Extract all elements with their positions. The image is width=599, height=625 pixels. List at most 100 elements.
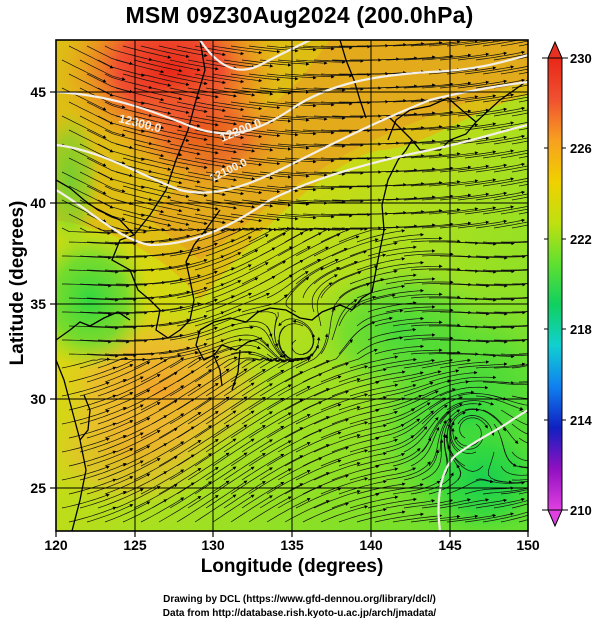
streamline — [104, 361, 151, 383]
streamline — [482, 65, 528, 75]
streamline — [320, 271, 362, 299]
streamline — [500, 68, 528, 75]
streamline — [295, 199, 346, 204]
streamline — [151, 227, 201, 232]
streamline — [410, 267, 461, 271]
streamline — [79, 379, 127, 397]
streamline — [212, 157, 263, 167]
streamline — [151, 143, 201, 156]
streamline — [248, 496, 292, 523]
streamline — [367, 467, 417, 481]
streamline — [223, 424, 266, 453]
streamline — [277, 59, 328, 65]
streamline — [421, 221, 472, 229]
streamline — [493, 395, 528, 406]
streamline — [511, 255, 528, 257]
streamline — [212, 185, 263, 195]
streamline — [284, 101, 335, 107]
streamline — [169, 453, 212, 481]
streamline — [518, 325, 528, 327]
streamline — [104, 268, 155, 272]
colorbar-top-arrow — [547, 40, 563, 59]
streamline — [295, 59, 346, 64]
streamline — [133, 227, 183, 232]
streamline — [140, 129, 190, 142]
streamline — [385, 223, 436, 229]
streamline — [349, 438, 399, 453]
streamline — [169, 171, 219, 183]
streamline — [158, 286, 208, 299]
streamline — [313, 260, 358, 285]
colorbar-tick-label: 230 — [570, 51, 592, 66]
streamline — [500, 180, 528, 187]
streamline — [140, 73, 190, 86]
streamline — [266, 246, 311, 271]
streamline — [428, 95, 479, 103]
streamline — [223, 396, 266, 425]
streamline — [446, 40, 497, 47]
streamline — [392, 153, 443, 159]
streamline — [385, 333, 436, 341]
streamline — [320, 227, 368, 243]
streamline — [104, 417, 151, 439]
streamline — [421, 193, 472, 201]
streamline — [115, 199, 165, 214]
streamline — [79, 491, 127, 509]
streamline — [104, 389, 151, 411]
streamline — [428, 514, 479, 523]
streamline — [158, 495, 202, 523]
streamline — [475, 478, 526, 485]
streamline — [79, 59, 126, 81]
streamline — [133, 428, 178, 453]
streamline — [212, 213, 263, 223]
streamline — [223, 334, 270, 347]
streamline — [176, 213, 226, 225]
streamline — [446, 122, 497, 131]
streamline — [457, 415, 495, 437]
streamline — [266, 358, 311, 383]
streamline — [176, 45, 226, 57]
y-tick-label: 40 — [30, 195, 46, 211]
streamline — [284, 73, 335, 79]
streamline — [284, 267, 324, 299]
streamline — [223, 357, 270, 369]
y-tick-label: 30 — [30, 391, 46, 407]
streamline — [278, 318, 315, 341]
streamline — [518, 465, 528, 468]
streamline — [482, 177, 528, 187]
streamline — [122, 387, 168, 411]
streamline — [212, 73, 263, 83]
streamline — [500, 40, 528, 47]
streamline — [457, 255, 508, 260]
streamline — [367, 140, 418, 145]
streamline — [169, 59, 219, 71]
streamline — [374, 182, 425, 187]
streamline — [392, 370, 442, 383]
streamline — [349, 467, 399, 481]
streamline — [151, 274, 201, 285]
streamline — [331, 408, 380, 425]
streamline — [169, 115, 219, 127]
streamline — [392, 514, 443, 523]
streamline — [392, 264, 443, 271]
streamline — [482, 325, 528, 328]
streamline — [464, 269, 515, 274]
streamline — [205, 59, 256, 69]
streamline — [158, 45, 208, 58]
streamline — [313, 462, 361, 481]
streamline — [374, 232, 425, 243]
streamline — [169, 326, 218, 341]
streamline — [421, 137, 472, 145]
streamline — [385, 426, 428, 453]
streamline — [421, 498, 471, 509]
streamline — [133, 456, 178, 481]
streamline — [212, 101, 263, 111]
streamline — [295, 487, 342, 509]
streamline — [518, 183, 528, 187]
streamline — [302, 267, 341, 299]
streamline — [446, 66, 497, 75]
streamline — [302, 446, 349, 467]
streamline — [356, 284, 406, 299]
streamline — [374, 448, 421, 467]
streamline — [349, 410, 399, 425]
